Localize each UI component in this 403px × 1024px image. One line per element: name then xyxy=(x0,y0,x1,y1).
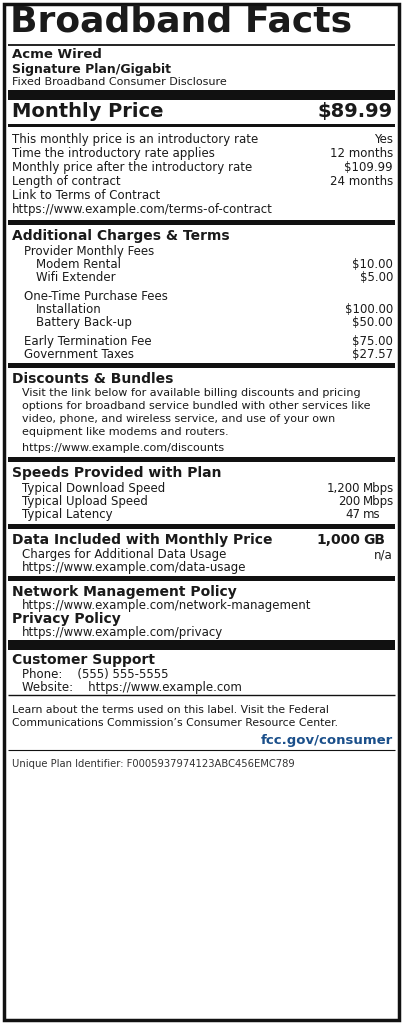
Text: Link to Terms of Contract: Link to Terms of Contract xyxy=(12,189,160,202)
Text: Phone:    (555) 555-5555: Phone: (555) 555-5555 xyxy=(22,668,168,681)
Text: https://www.example.com/discounts: https://www.example.com/discounts xyxy=(22,443,224,453)
Text: Additional Charges & Terms: Additional Charges & Terms xyxy=(12,229,230,243)
Text: Length of contract: Length of contract xyxy=(12,175,120,188)
Text: Network Management Policy: Network Management Policy xyxy=(12,585,237,599)
Text: Charges for Additional Data Usage: Charges for Additional Data Usage xyxy=(22,548,226,561)
Text: $89.99: $89.99 xyxy=(318,102,393,121)
Bar xyxy=(8,124,395,127)
Text: $75.00: $75.00 xyxy=(352,335,393,348)
Bar xyxy=(8,362,395,368)
Bar xyxy=(8,575,395,581)
Text: 200: 200 xyxy=(338,495,360,508)
Bar xyxy=(8,220,395,225)
Text: Typical Latency: Typical Latency xyxy=(22,508,112,521)
Text: Installation: Installation xyxy=(36,303,102,316)
Text: https://www.example.com/privacy: https://www.example.com/privacy xyxy=(22,626,223,639)
Text: Modem Rental: Modem Rental xyxy=(36,258,121,271)
Text: 1,000: 1,000 xyxy=(316,534,360,547)
Text: $109.99: $109.99 xyxy=(345,161,393,174)
Bar xyxy=(8,90,395,100)
Text: https://www.example.com/data-usage: https://www.example.com/data-usage xyxy=(22,561,247,574)
Text: $27.57: $27.57 xyxy=(352,348,393,361)
Text: One-Time Purchase Fees: One-Time Purchase Fees xyxy=(24,290,168,303)
Text: https://www.example.com/terms-of-contract: https://www.example.com/terms-of-contrac… xyxy=(12,203,273,216)
Text: $10.00: $10.00 xyxy=(352,258,393,271)
Text: This monthly price is an introductory rate: This monthly price is an introductory ra… xyxy=(12,133,258,146)
Text: 47: 47 xyxy=(345,508,360,521)
Text: Data Included with Monthly Price: Data Included with Monthly Price xyxy=(12,534,272,547)
Text: Mbps: Mbps xyxy=(363,495,394,508)
FancyBboxPatch shape xyxy=(4,4,399,1020)
Text: Communications Commission’s Consumer Resource Center.: Communications Commission’s Consumer Res… xyxy=(12,718,338,728)
Bar xyxy=(8,524,395,529)
Text: Privacy Policy: Privacy Policy xyxy=(12,612,121,626)
Text: 12 months: 12 months xyxy=(330,147,393,160)
Text: video, phone, and wireless service, and use of your own: video, phone, and wireless service, and … xyxy=(22,414,335,424)
Text: Monthly price after the introductory rate: Monthly price after the introductory rat… xyxy=(12,161,252,174)
Bar xyxy=(8,640,395,650)
Text: 24 months: 24 months xyxy=(330,175,393,188)
Text: Learn about the terms used on this label. Visit the Federal: Learn about the terms used on this label… xyxy=(12,705,329,715)
Text: Provider Monthly Fees: Provider Monthly Fees xyxy=(24,245,154,258)
Text: Broadband Facts: Broadband Facts xyxy=(10,5,352,39)
Text: Website:    https://www.example.com: Website: https://www.example.com xyxy=(22,681,242,694)
Text: Typical Download Speed: Typical Download Speed xyxy=(22,482,165,495)
Text: ms: ms xyxy=(363,508,380,521)
Text: Visit the link below for available billing discounts and pricing: Visit the link below for available billi… xyxy=(22,388,361,398)
Text: n/a: n/a xyxy=(374,548,393,561)
Text: Speeds Provided with Plan: Speeds Provided with Plan xyxy=(12,466,222,480)
Text: 1,200: 1,200 xyxy=(326,482,360,495)
Text: Early Termination Fee: Early Termination Fee xyxy=(24,335,152,348)
Text: Monthly Price: Monthly Price xyxy=(12,102,164,121)
Text: GB: GB xyxy=(363,534,385,547)
Text: Discounts & Bundles: Discounts & Bundles xyxy=(12,372,173,386)
Text: Battery Back-up: Battery Back-up xyxy=(36,316,132,329)
Text: Fixed Broadband Consumer Disclosure: Fixed Broadband Consumer Disclosure xyxy=(12,77,227,87)
Text: Unique Plan Identifier: F0005937974123ABC456EMC789: Unique Plan Identifier: F0005937974123AB… xyxy=(12,759,295,769)
Text: Signature Plan/Gigabit: Signature Plan/Gigabit xyxy=(12,63,171,76)
Text: Typical Upload Speed: Typical Upload Speed xyxy=(22,495,148,508)
Text: Mbps: Mbps xyxy=(363,482,394,495)
Text: Government Taxes: Government Taxes xyxy=(24,348,134,361)
Text: https://www.example.com/network-management: https://www.example.com/network-manageme… xyxy=(22,599,312,612)
Text: Time the introductory rate applies: Time the introductory rate applies xyxy=(12,147,215,160)
Text: Wifi Extender: Wifi Extender xyxy=(36,271,116,284)
Text: equipment like modems and routers.: equipment like modems and routers. xyxy=(22,427,229,437)
Text: $100.00: $100.00 xyxy=(345,303,393,316)
Text: $5.00: $5.00 xyxy=(359,271,393,284)
Bar xyxy=(8,457,395,462)
Text: options for broadband service bundled with other services like: options for broadband service bundled wi… xyxy=(22,401,370,411)
Text: Yes: Yes xyxy=(374,133,393,146)
Text: Customer Support: Customer Support xyxy=(12,653,155,667)
Text: Acme Wired: Acme Wired xyxy=(12,48,102,61)
Text: $50.00: $50.00 xyxy=(352,316,393,329)
Text: fcc.gov/consumer: fcc.gov/consumer xyxy=(261,734,393,746)
